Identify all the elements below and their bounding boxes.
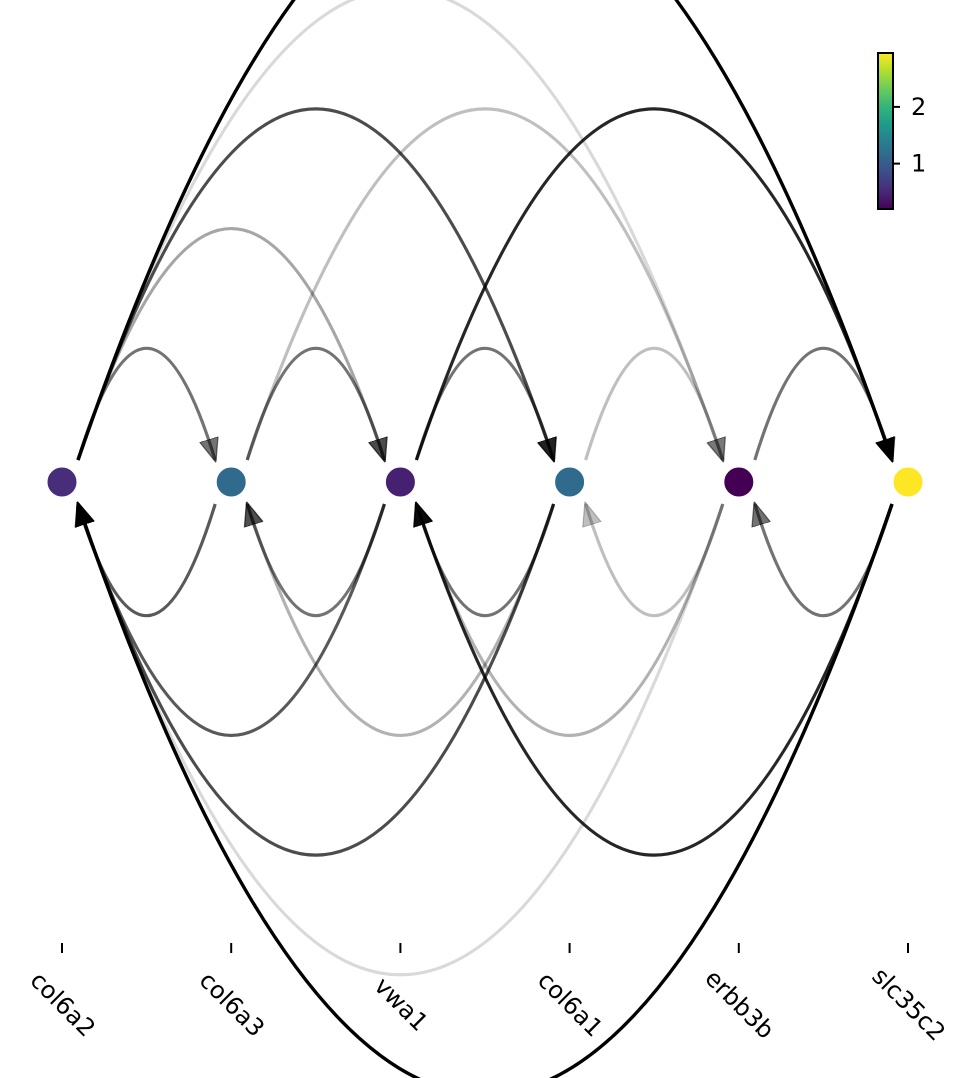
edge-col6a3-to-vwa1 xyxy=(245,347,384,460)
node-vwa1 xyxy=(382,464,418,500)
node-col6a2 xyxy=(44,464,80,500)
x-tick-label-col6a3: col6a3 xyxy=(194,966,270,1042)
edge-erbb3b-to-vwa1 xyxy=(416,504,725,738)
edge-vwa1-to-col6a3 xyxy=(247,504,386,617)
colorbar-tick-label: 2 xyxy=(911,93,926,121)
x-tick-label-vwa1: vwa1 xyxy=(369,972,434,1037)
x-tick-label-col6a1: col6a1 xyxy=(532,966,608,1042)
edges-layer xyxy=(78,0,892,1078)
x-tick-label-col6a2: col6a2 xyxy=(25,966,101,1042)
edge-erbb3b-to-col6a1 xyxy=(586,504,725,617)
node-erbb3b xyxy=(721,464,757,500)
node-slc35c2 xyxy=(890,464,926,500)
edge-slc35c2-to-col6a2 xyxy=(78,504,894,1078)
colorbar-tick-label: 1 xyxy=(911,150,926,178)
x-tick-label-slc35c2: slc35c2 xyxy=(867,962,951,1046)
edge-col6a2-to-vwa1 xyxy=(76,226,384,460)
edge-col6a3-to-erbb3b xyxy=(245,107,723,460)
edge-col6a1-to-col6a3 xyxy=(247,504,556,738)
edge-col6a1-to-col6a2 xyxy=(78,504,556,857)
nodes-layer xyxy=(44,464,926,500)
edge-col6a2-to-erbb3b xyxy=(76,0,723,460)
edge-vwa1-to-slc35c2 xyxy=(414,107,892,460)
edge-slc35c2-to-erbb3b xyxy=(755,504,894,617)
edge-col6a2-to-slc35c2 xyxy=(76,0,892,460)
x-tick-label-erbb3b: erbb3b xyxy=(699,964,779,1044)
colorbar: 12 xyxy=(877,52,926,210)
node-col6a3 xyxy=(213,464,249,500)
node-col6a1 xyxy=(552,464,588,500)
edge-slc35c2-to-vwa1 xyxy=(416,504,894,857)
edge-erbb3b-to-slc35c2 xyxy=(753,347,892,460)
edge-vwa1-to-col6a2 xyxy=(78,504,386,738)
colorbar-gradient xyxy=(877,52,894,210)
edge-col6a2-to-col6a1 xyxy=(76,107,554,460)
edge-col6a1-to-erbb3b xyxy=(584,347,723,460)
x-axis: col6a2 col6a3 vwa1 col6a1 erbb3b slc35c2 xyxy=(25,943,951,1046)
edge-erbb3b-to-col6a2 xyxy=(78,504,725,977)
